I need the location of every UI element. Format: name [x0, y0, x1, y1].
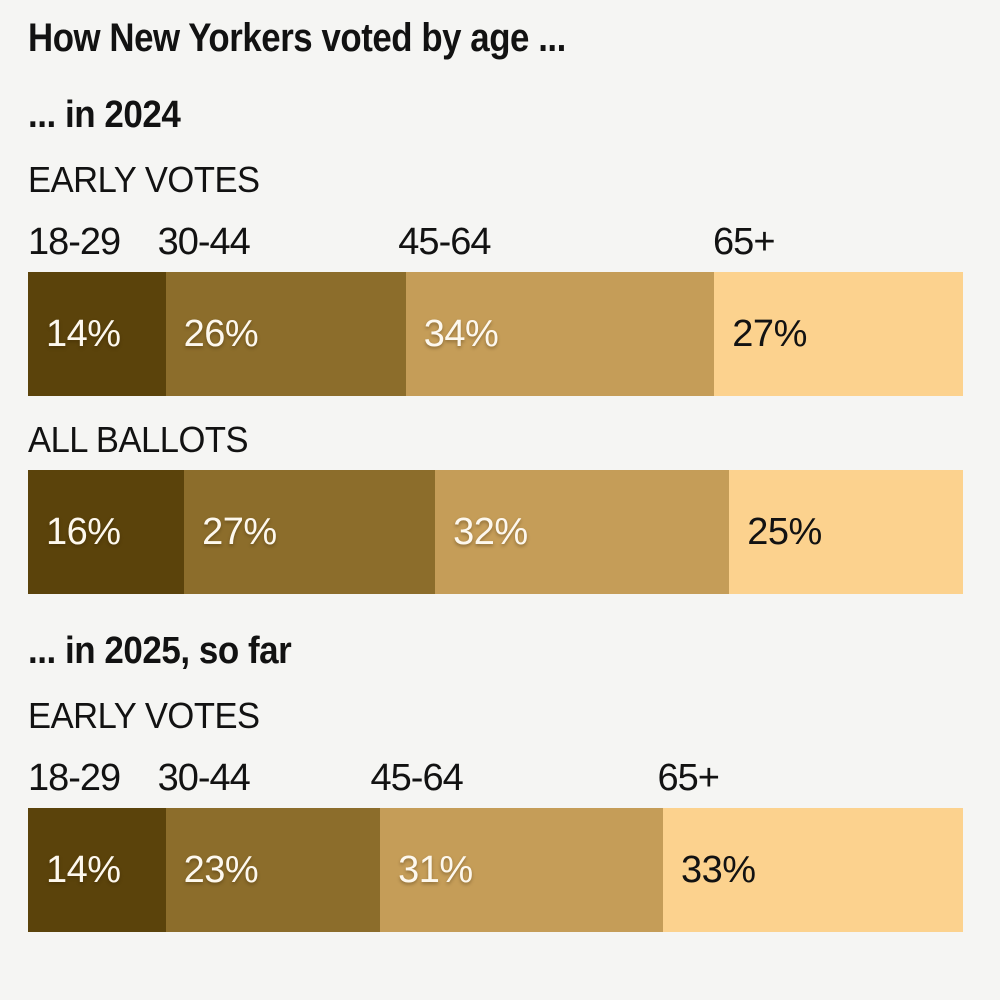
- segment-value: 26%: [183, 312, 259, 355]
- bar-segment: 27%: [184, 470, 436, 594]
- segment-value: 34%: [423, 312, 499, 355]
- segment-value: 14%: [46, 312, 121, 355]
- segment-value: 32%: [453, 510, 528, 553]
- age-category-label: 65+: [657, 757, 720, 799]
- segment-value: 16%: [46, 510, 121, 553]
- bar-group-label: EARLY VOTES: [28, 159, 260, 200]
- category-labels-row: 18-29 30-44 45-64 65+: [28, 222, 963, 262]
- bar-segment: 31%: [380, 808, 664, 932]
- bar-segment: 25%: [729, 470, 963, 594]
- category-labels-row: 18-29 30-44 45-64 65+: [28, 758, 963, 798]
- age-category-label: 30-44: [157, 757, 251, 799]
- section-heading: ... in 2024: [28, 94, 181, 136]
- age-category-label: 18-29: [28, 757, 121, 799]
- bar-segment: 16%: [28, 470, 185, 594]
- bar-segment: 26%: [165, 272, 406, 396]
- bar-segment: 14%: [28, 272, 166, 396]
- segment-value: 23%: [183, 848, 259, 891]
- segment-value: 27%: [202, 510, 277, 553]
- bar-segment: 34%: [405, 272, 715, 396]
- age-category-label: 45-64: [398, 221, 491, 263]
- bar-segment: 23%: [165, 808, 381, 932]
- chart-title: How New Yorkers voted by age ...: [28, 16, 566, 60]
- segment-value: 25%: [747, 510, 822, 553]
- age-category-label: 18-29: [28, 221, 121, 263]
- bar-group-label: EARLY VOTES: [28, 695, 260, 736]
- age-category-label: 30-44: [157, 221, 251, 263]
- bar-segment: 14%: [28, 808, 166, 932]
- segment-value: 33%: [681, 848, 756, 891]
- bar-segment: 27%: [714, 272, 963, 396]
- segment-value: 14%: [46, 848, 121, 891]
- stacked-bar: 14% 26% 34% 27%: [28, 272, 963, 396]
- chart-section: ... in 2025, so far EARLY VOTES 18-29 30-44…: [28, 630, 963, 932]
- stacked-bar: 14% 23% 31% 33%: [28, 808, 963, 932]
- chart-section: ... in 2024 EARLY VOTES 18-29 30-44 45-64 65+…: [28, 94, 963, 594]
- bar-segment: 32%: [435, 470, 730, 594]
- segment-value: 31%: [398, 848, 473, 891]
- age-category-label: 65+: [713, 221, 775, 263]
- bar-segment: 33%: [663, 808, 963, 932]
- age-category-label: 45-64: [370, 757, 464, 799]
- bar-group-label: ALL BALLOTS: [28, 419, 249, 460]
- chart-sections: ... in 2024 EARLY VOTES 18-29 30-44 45-64 65+…: [28, 94, 963, 932]
- stacked-bar: 16% 27% 32% 25%: [28, 470, 963, 594]
- segment-value: 27%: [732, 312, 807, 355]
- section-heading: ... in 2025, so far: [28, 630, 292, 672]
